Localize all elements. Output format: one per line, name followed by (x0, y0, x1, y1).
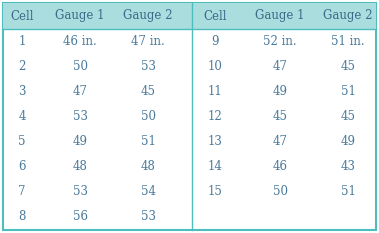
Text: 54: 54 (141, 185, 155, 198)
Text: 14: 14 (208, 160, 222, 173)
Text: 47 in.: 47 in. (131, 35, 165, 48)
Text: 1: 1 (18, 35, 26, 48)
Text: 10: 10 (208, 60, 222, 73)
Text: 56: 56 (72, 210, 88, 223)
Text: 45: 45 (340, 110, 356, 123)
Text: 47: 47 (72, 85, 88, 98)
Text: Gauge 2: Gauge 2 (323, 10, 373, 23)
Text: 51: 51 (141, 135, 155, 148)
Text: 8: 8 (18, 210, 26, 223)
Text: 5: 5 (18, 135, 26, 148)
Text: 49: 49 (273, 85, 288, 98)
Text: 50: 50 (72, 60, 88, 73)
Text: 53: 53 (72, 185, 88, 198)
Text: 3: 3 (18, 85, 26, 98)
Text: 46: 46 (273, 160, 288, 173)
Text: Gauge 1: Gauge 1 (255, 10, 305, 23)
Text: 11: 11 (208, 85, 222, 98)
Text: 50: 50 (273, 185, 288, 198)
Text: 47: 47 (273, 60, 288, 73)
Text: 9: 9 (211, 35, 219, 48)
Text: 48: 48 (72, 160, 88, 173)
Text: 53: 53 (72, 110, 88, 123)
Text: 49: 49 (340, 135, 356, 148)
Text: 2: 2 (18, 60, 26, 73)
Text: 45: 45 (340, 60, 356, 73)
Text: 15: 15 (208, 185, 222, 198)
Text: Gauge 2: Gauge 2 (123, 10, 173, 23)
Text: 7: 7 (18, 185, 26, 198)
Text: 47: 47 (273, 135, 288, 148)
Text: 13: 13 (208, 135, 222, 148)
Text: 4: 4 (18, 110, 26, 123)
Text: 51: 51 (341, 85, 356, 98)
Text: 52 in.: 52 in. (263, 35, 297, 48)
Text: 50: 50 (141, 110, 155, 123)
Text: 12: 12 (208, 110, 222, 123)
Text: 45: 45 (273, 110, 288, 123)
Text: 49: 49 (72, 135, 88, 148)
Text: 53: 53 (141, 60, 155, 73)
Text: Gauge 1: Gauge 1 (55, 10, 105, 23)
Text: 46 in.: 46 in. (63, 35, 97, 48)
Text: 48: 48 (141, 160, 155, 173)
Text: 43: 43 (340, 160, 356, 173)
Text: 6: 6 (18, 160, 26, 173)
Text: 51: 51 (341, 185, 356, 198)
Text: Cell: Cell (203, 10, 227, 23)
Text: 45: 45 (141, 85, 155, 98)
Text: 53: 53 (141, 210, 155, 223)
Text: 51 in.: 51 in. (331, 35, 365, 48)
Bar (3, 3, 376, 29)
Text: Cell: Cell (10, 10, 34, 23)
